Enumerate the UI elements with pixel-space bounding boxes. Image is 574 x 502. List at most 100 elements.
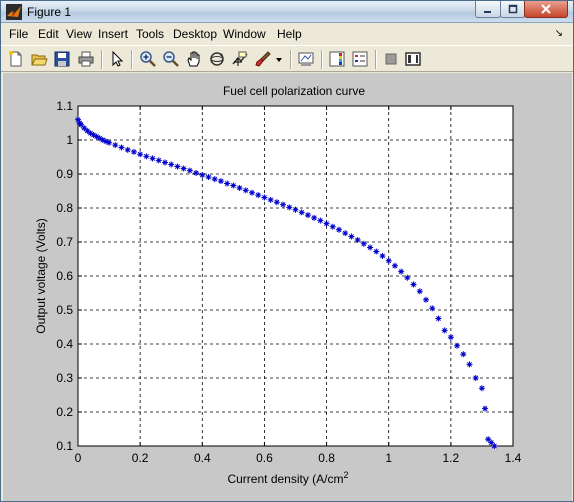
data-point <box>385 257 392 264</box>
data-point <box>78 121 85 128</box>
data-point <box>199 172 206 179</box>
print-icon[interactable] <box>77 50 95 68</box>
toolbar-separator <box>101 50 103 69</box>
maximize-button[interactable] <box>500 1 525 18</box>
title-bar[interactable]: Figure 1 <box>1 1 573 23</box>
link-plot-icon[interactable] <box>297 50 315 68</box>
menu-view[interactable]: View <box>66 27 92 41</box>
data-point <box>137 151 144 158</box>
polarization-plot[interactable]: 0 0.2 0.4 0.6 0.8 1 1.2 1.4 0.1 0.2 0.3 0.4 0.5 0.6 0.… <box>0 72 574 500</box>
toolbar-separator <box>131 50 133 69</box>
data-point <box>205 174 212 181</box>
y-tick-label: 0.1 <box>56 439 73 453</box>
data-point <box>348 233 355 240</box>
data-point <box>174 163 181 170</box>
data-point <box>435 315 442 322</box>
maximize-icon <box>508 4 517 14</box>
x-tick-label: 0 <box>75 451 82 465</box>
data-point <box>298 209 305 216</box>
menu-desktop[interactable]: Desktop <box>173 27 218 41</box>
data-point <box>224 180 231 187</box>
data-point <box>230 182 237 189</box>
x-tick-label: 1.2 <box>443 451 460 465</box>
rotate-3d-icon[interactable] <box>208 50 226 68</box>
y-tick-label: 1.1 <box>56 99 73 113</box>
data-point <box>149 155 156 162</box>
x-tick-label: 1 <box>385 451 392 465</box>
data-point <box>84 127 91 134</box>
menu-tools[interactable]: Tools <box>136 27 165 41</box>
axis-ticks: 0 0.2 0.4 0.6 0.8 1 1.2 1.4 0.1 0.2 0.3 0.4 0.5 0.6 0.… <box>56 99 521 465</box>
menu-file[interactable]: File <box>9 27 29 41</box>
data-point <box>460 351 467 358</box>
data-point <box>93 133 100 140</box>
y-tick-label: 0.9 <box>56 167 73 181</box>
data-point <box>488 439 495 446</box>
show-plot-tools-icon[interactable] <box>404 50 422 68</box>
data-point <box>273 199 280 206</box>
data-point <box>102 138 109 145</box>
toolbar-separator <box>321 50 323 69</box>
pan-hand-icon[interactable] <box>185 50 203 68</box>
data-point <box>292 206 299 213</box>
dock-arrow-icon[interactable]: ↘ <box>554 28 563 39</box>
toolbar-separator <box>290 50 292 69</box>
menu-edit[interactable]: Edit <box>38 27 59 41</box>
data-point <box>391 262 398 269</box>
colorbar-icon[interactable] <box>328 50 346 68</box>
data-point <box>87 130 94 137</box>
minimize-button[interactable] <box>475 1 501 18</box>
x-tick-label: 0.4 <box>194 451 211 465</box>
pointer-icon[interactable] <box>108 50 126 68</box>
data-point <box>441 327 448 334</box>
data-point <box>261 194 268 201</box>
y-tick-label: 0.6 <box>56 269 73 283</box>
data-point <box>130 148 137 155</box>
brush-dropdown-icon[interactable] <box>274 50 284 68</box>
data-cursor-icon[interactable] <box>231 50 249 68</box>
data-point <box>217 178 224 185</box>
data-point <box>211 176 218 183</box>
data-point <box>304 212 311 219</box>
data-point <box>162 159 168 166</box>
zoom-out-icon[interactable] <box>162 50 180 68</box>
y-tick-label: 0.2 <box>56 405 73 419</box>
brush-icon[interactable] <box>254 50 272 68</box>
data-point <box>379 252 386 259</box>
data-point <box>81 125 88 132</box>
open-file-icon[interactable] <box>30 50 48 68</box>
data-point <box>491 443 498 449</box>
data-point <box>478 385 485 392</box>
zoom-in-icon[interactable] <box>139 50 157 68</box>
menu-bar: File Edit View Insert Tools Desktop Wind… <box>1 24 573 44</box>
new-figure-icon[interactable] <box>7 50 25 68</box>
data-point <box>482 405 489 412</box>
x-tick-label: 1.4 <box>505 451 522 465</box>
menu-insert[interactable]: Insert <box>98 27 129 41</box>
save-icon[interactable] <box>53 50 71 68</box>
data-point <box>360 240 367 247</box>
hide-plot-tools-icon[interactable] <box>382 50 400 68</box>
data-point <box>286 204 293 211</box>
data-point <box>236 184 243 191</box>
menu-help[interactable]: Help <box>277 27 302 41</box>
y-axis-label: Output voltage (Volts) <box>34 218 48 333</box>
x-axis-label-superscript: 2 <box>344 470 349 480</box>
close-button[interactable] <box>524 1 568 18</box>
data-point <box>96 135 103 142</box>
data-point <box>193 169 200 176</box>
data-point <box>373 248 380 255</box>
data-point <box>423 296 429 303</box>
data-point <box>186 167 193 174</box>
y-tick-label: 0.4 <box>56 337 73 351</box>
data-point <box>466 361 473 368</box>
data-point <box>112 142 119 149</box>
data-point <box>99 137 106 143</box>
y-tick-label: 0.5 <box>56 303 73 317</box>
x-axis-label-text: Current density (A/cm <box>227 472 343 486</box>
menu-window[interactable]: Window <box>223 27 266 41</box>
x-axis-label: Current density (A/cm2 <box>227 470 348 486</box>
chart-title: Fuel cell polarization curve <box>223 84 365 98</box>
data-point <box>472 375 479 381</box>
legend-icon[interactable] <box>351 50 369 68</box>
